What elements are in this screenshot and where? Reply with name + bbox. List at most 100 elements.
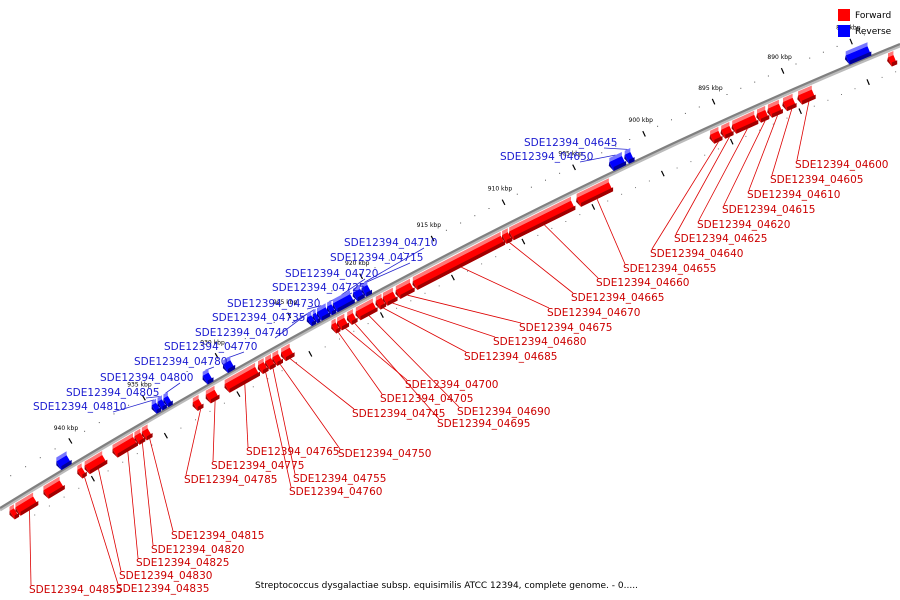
gene-sde12394-04825-top [112, 432, 133, 449]
gene-sde12394-04655 [576, 178, 614, 207]
minor-tick [795, 63, 797, 65]
gene-sde12394-04625-tip [720, 129, 726, 139]
gene-sde12394-04650-side [613, 161, 627, 171]
gene-sde12394-04725-tip [326, 306, 332, 316]
gene-sde12394-04855-top [15, 492, 34, 508]
minor-tick [607, 200, 609, 202]
minor-tick [54, 448, 56, 450]
gene-sde12394-04685-side [380, 302, 387, 310]
minor-tick [172, 379, 173, 381]
gene-sde12394-04735-tip [312, 314, 318, 324]
gene-sde12394-04785-side [197, 403, 204, 411]
gene-sde12394-04675-tip [395, 290, 401, 299]
minor-tick [157, 387, 159, 389]
gene-sde12394-04745-leader [289, 358, 355, 410]
minor-tick [186, 371, 188, 372]
gene-sde12394-04750-label: SDE12394_04750 [338, 448, 431, 460]
gene-sde12394-04740-tip [306, 317, 312, 327]
gene-sde12394-04690-face [355, 302, 378, 321]
gene-sde12394-04700-tip [336, 321, 342, 331]
gene-sde12394-04615-label: SDE12394_04615 [722, 204, 815, 216]
gene-sde12394-04735-label: SDE12394_04735 [212, 312, 305, 324]
minor-tick [671, 119, 672, 121]
minor-tick [230, 346, 232, 348]
minor-tick [403, 252, 405, 254]
tick-label-900: 900 kbp [629, 117, 654, 124]
minor-tick [388, 259, 390, 261]
gene-sde12394-04775-leader [212, 400, 216, 462]
minor-tick [151, 444, 153, 446]
gene-sde12394-04815-tip [141, 431, 147, 441]
gene-label-layer: SDE12394_04600 SDE12394_04605 SDE12394_046… [29, 137, 888, 596]
gene-sde12394-04655-leader [596, 198, 626, 265]
minor-tick [136, 453, 138, 455]
minor-tick [481, 263, 483, 265]
gene-sde12394-04775-side [210, 394, 220, 404]
tick-label-890: 890 kbp [767, 54, 792, 61]
gene-sde12394-04820-side [139, 437, 146, 445]
gene-sde12394-04750-leader [279, 364, 341, 450]
feature-unlabeled-3-side [48, 485, 65, 499]
gene-sde12394-04720-leader [341, 278, 366, 296]
gene-sde12394-04775-label: SDE12394_04775 [211, 460, 304, 472]
gene-sde12394-04715-top [353, 284, 361, 293]
gene-sde12394-04665-tip [501, 235, 507, 244]
gene-sde12394-04835-tip [77, 469, 83, 479]
gene-sde12394-04600-label: SDE12394_04600 [795, 159, 888, 171]
gene-sde12394-04745-label: SDE12394_04745 [352, 408, 445, 420]
gene-sde12394-04805 [157, 395, 167, 411]
gene-sde12394-04650-label: SDE12394_04650 [500, 151, 593, 163]
gene-sde12394-04775-top [205, 385, 215, 395]
gene-sde12394-04640-leader [651, 141, 719, 250]
minor-tick [698, 106, 700, 108]
major-tick-lower-895 [729, 138, 734, 145]
gene-sde12394-04825-leader [127, 451, 139, 559]
gene-sde12394-04810-side [156, 407, 162, 414]
tick-label-935: 935 kbp [127, 381, 152, 388]
tick-label-920: 920 kbp [345, 260, 370, 267]
minor-tick [353, 330, 355, 332]
gene-sde12394-04705-top [331, 318, 336, 325]
gene-sde12394-04750-tip [272, 357, 278, 366]
minor-tick [877, 28, 879, 30]
gene-sde12394-04780-label: SDE12394_04780 [134, 356, 227, 368]
gene-sde12394-04740-top [307, 311, 312, 318]
minor-tick [759, 129, 761, 131]
gene-sde12394-04655-label: SDE12394_04655 [623, 263, 716, 275]
feature-unlabeled-3 [43, 476, 65, 499]
gene-sde12394-04670-face [412, 235, 506, 290]
gene-sde12394-04670-side [417, 240, 506, 290]
tick-label-905: 905 kbp [558, 151, 583, 158]
gene-sde12394-04745-top [281, 343, 290, 353]
minor-tick [410, 300, 412, 302]
major-tick-lower-890 [798, 108, 802, 115]
genome-backbone [0, 42, 900, 512]
minor-tick [684, 112, 686, 114]
gene-sde12394-04640-top [710, 126, 719, 135]
major-tick-885 [849, 38, 853, 45]
gene-sde12394-04725-side [331, 309, 337, 316]
gene-sde12394-04780-tip [202, 375, 208, 385]
tick-label-895: 895 kbp [698, 85, 723, 92]
gene-sde12394-04670-leader [461, 266, 550, 309]
gene-sde12394-04740-leader [274, 312, 310, 339]
gene-sde12394-04760-tip [257, 365, 263, 374]
gene-sde12394-04815-label: SDE12394_04815 [171, 530, 264, 542]
gene-sde12394-04785-leader [185, 409, 201, 476]
legend-reverse-swatch [838, 25, 850, 37]
gene-sde12394-04670 [412, 231, 506, 290]
minor-tick [509, 249, 511, 250]
gene-sde12394-04670-tip [412, 281, 418, 290]
gene-sde12394-04645-side [629, 157, 635, 164]
gene-sde12394-04690-tip [355, 311, 361, 321]
minor-tick [445, 229, 447, 231]
gene-sde12394-04740 [306, 311, 317, 327]
feature-unlabeled-0 [887, 51, 898, 67]
gene-sde12394-04810-leader [112, 399, 155, 413]
gene-sde12394-04745-side [285, 352, 295, 362]
gene-sde12394-04820-leader [142, 442, 154, 546]
gene-sde12394-04685 [375, 293, 387, 310]
minor-tick [374, 267, 376, 269]
minor-tick [657, 125, 659, 127]
gene-sde12394-04805-top [157, 395, 162, 402]
